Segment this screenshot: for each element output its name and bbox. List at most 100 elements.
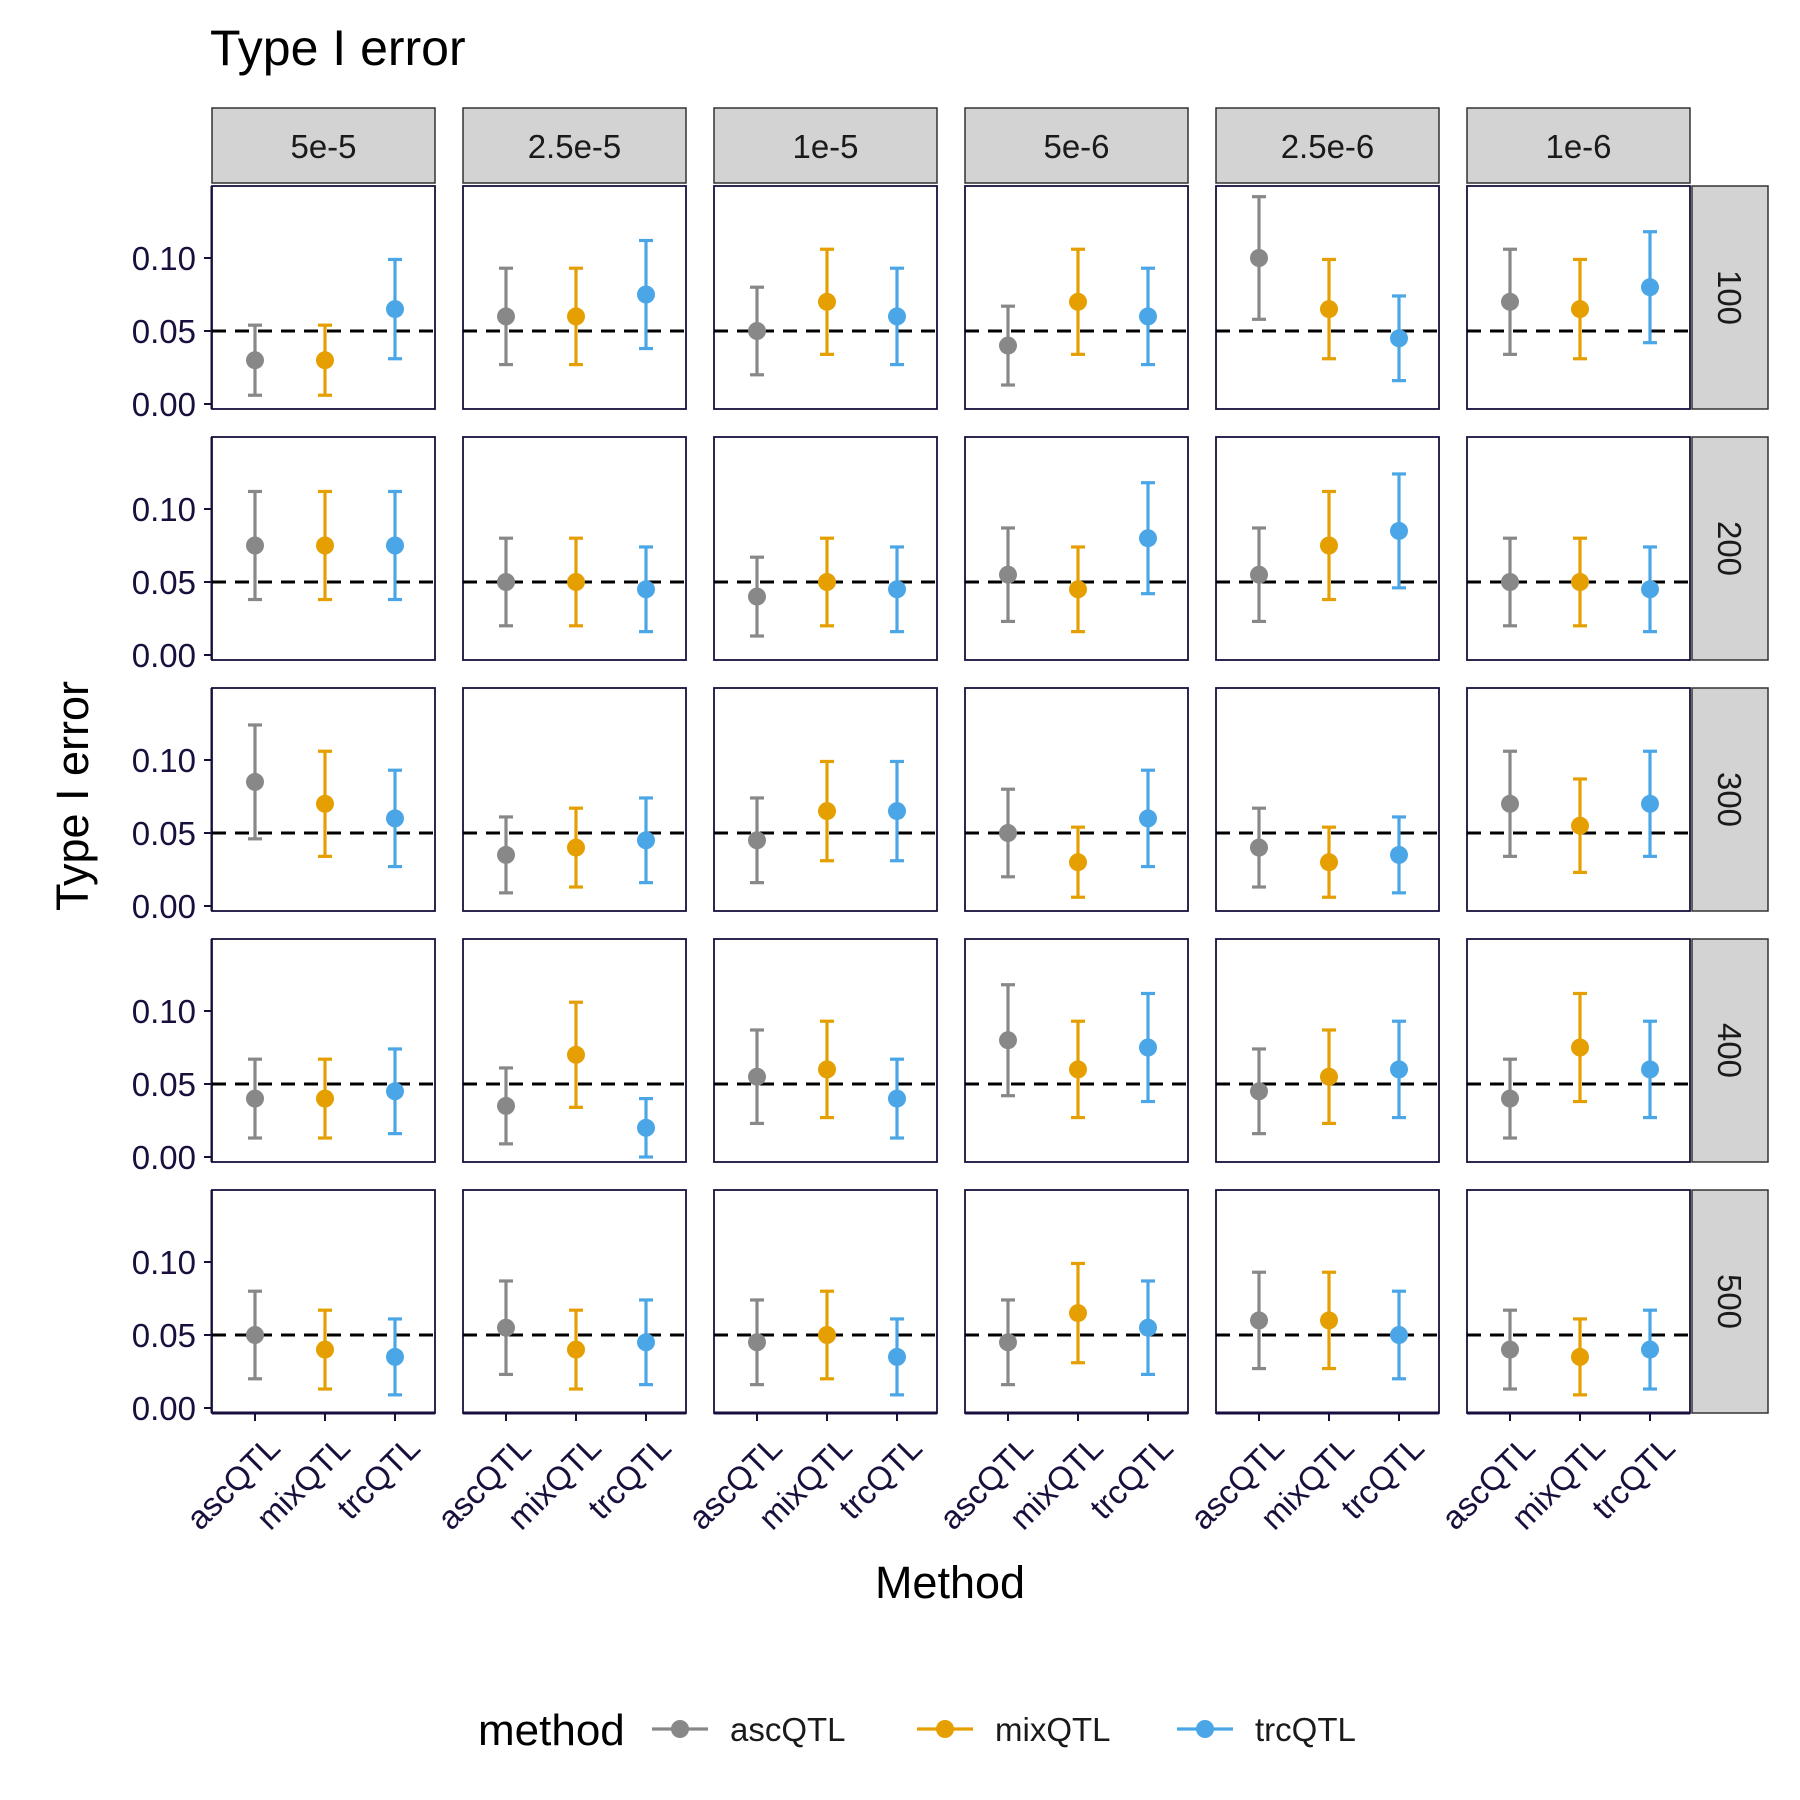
panel-2-1 xyxy=(462,687,687,912)
point-trcQTL xyxy=(637,285,655,304)
row-strip-label: 500 xyxy=(1711,1274,1748,1329)
panel-3-3 xyxy=(964,938,1189,1163)
point-mixQTL xyxy=(567,307,585,326)
point-mixQTL xyxy=(567,573,585,591)
row-strip-label: 400 xyxy=(1711,1023,1748,1078)
legend-key-point xyxy=(936,1720,954,1738)
point-trcQTL xyxy=(1139,1038,1157,1057)
point-ascQTL xyxy=(1501,1089,1519,1108)
panel-0-0 xyxy=(211,185,436,410)
col-strip-label: 5e-5 xyxy=(290,128,356,165)
point-ascQTL xyxy=(246,351,264,370)
legend-key-point xyxy=(1196,1720,1214,1738)
point-mixQTL xyxy=(1320,536,1338,555)
legend: method ascQTL mixQTL trcQTL xyxy=(478,1706,1356,1755)
point-mixQTL xyxy=(818,802,836,821)
point-ascQTL xyxy=(497,845,515,864)
panel-3-5 xyxy=(1466,938,1691,1163)
panel-4-2 xyxy=(713,1189,938,1414)
point-ascQTL xyxy=(246,1326,264,1344)
y-tick-label: 0.05 xyxy=(132,1066,196,1103)
point-ascQTL xyxy=(999,336,1017,355)
legend-label-ascQTL: ascQTL xyxy=(730,1711,846,1748)
panel-4-0 xyxy=(211,1189,436,1414)
point-mixQTL xyxy=(1320,1311,1338,1330)
panel-1-3 xyxy=(964,436,1189,661)
point-trcQTL xyxy=(888,1089,906,1108)
panel-0-3 xyxy=(964,185,1189,410)
point-mixQTL xyxy=(818,292,836,311)
point-ascQTL xyxy=(1501,794,1519,813)
point-mixQTL xyxy=(1069,292,1087,311)
point-trcQTL xyxy=(1139,529,1157,548)
point-trcQTL xyxy=(637,1118,655,1137)
point-trcQTL xyxy=(1139,1318,1157,1337)
panel-1-4 xyxy=(1215,436,1440,661)
legend-title: method xyxy=(478,1706,625,1755)
point-trcQTL xyxy=(1641,1060,1659,1079)
point-ascQTL xyxy=(748,831,766,850)
point-ascQTL xyxy=(999,1333,1017,1352)
point-ascQTL xyxy=(1250,838,1268,857)
point-mixQTL xyxy=(1069,580,1087,599)
y-tick-label: 0.00 xyxy=(132,386,196,423)
panel-2-4 xyxy=(1215,687,1440,912)
point-ascQTL xyxy=(748,1333,766,1352)
col-strip-1 xyxy=(462,107,687,184)
point-mixQTL xyxy=(316,351,334,370)
point-ascQTL xyxy=(1250,1311,1268,1330)
point-mixQTL xyxy=(1069,853,1087,872)
point-ascQTL xyxy=(1250,249,1268,267)
point-ascQTL xyxy=(246,772,264,791)
point-trcQTL xyxy=(1390,845,1408,864)
y-tick-label: 0.05 xyxy=(132,313,196,350)
point-ascQTL xyxy=(1501,292,1519,311)
point-mixQTL xyxy=(818,1060,836,1079)
point-mixQTL xyxy=(567,838,585,857)
y-tick-label: 0.00 xyxy=(132,1139,196,1176)
row-strip-2 xyxy=(1691,687,1769,912)
row-strip-label: 100 xyxy=(1711,270,1748,325)
y-tick-label: 0.05 xyxy=(132,815,196,852)
point-trcQTL xyxy=(1641,278,1659,297)
point-mixQTL xyxy=(1320,1067,1338,1086)
y-tick-label: 0.05 xyxy=(132,564,196,601)
point-ascQTL xyxy=(999,565,1017,584)
y-tick-label: 0.10 xyxy=(132,240,196,277)
panel-4-1 xyxy=(462,1189,687,1414)
point-ascQTL xyxy=(1250,1082,1268,1101)
panel-1-2 xyxy=(713,436,938,661)
col-strip-3 xyxy=(964,107,1189,184)
col-strip-4 xyxy=(1215,107,1440,184)
col-strip-label: 1e-6 xyxy=(1545,128,1611,165)
legend-label-mixQTL: mixQTL xyxy=(995,1711,1111,1748)
point-mixQTL xyxy=(316,1340,334,1359)
col-strip-5 xyxy=(1466,107,1691,184)
panel-1-5 xyxy=(1466,436,1691,661)
col-strip-2 xyxy=(713,107,938,184)
point-trcQTL xyxy=(637,831,655,850)
y-tick-label: 0.10 xyxy=(132,993,196,1030)
point-mixQTL xyxy=(1069,1304,1087,1323)
row-strip-label: 200 xyxy=(1711,521,1748,576)
x-axis-label: Method xyxy=(875,1557,1025,1608)
point-mixQTL xyxy=(1571,1038,1589,1057)
panel-1-1 xyxy=(462,436,687,661)
point-ascQTL xyxy=(999,1031,1017,1050)
y-tick-label: 0.10 xyxy=(132,1244,196,1281)
legend-key-point xyxy=(671,1720,689,1738)
point-trcQTL xyxy=(637,580,655,599)
point-trcQTL xyxy=(1390,1326,1408,1344)
point-ascQTL xyxy=(497,573,515,591)
point-trcQTL xyxy=(888,307,906,326)
point-ascQTL xyxy=(497,1096,515,1115)
point-trcQTL xyxy=(386,300,404,319)
point-mixQTL xyxy=(818,1326,836,1344)
point-mixQTL xyxy=(316,1089,334,1108)
point-mixQTL xyxy=(818,573,836,591)
point-mixQTL xyxy=(567,1340,585,1359)
panel-3-4 xyxy=(1215,938,1440,1163)
row-strip-label: 300 xyxy=(1711,772,1748,827)
y-axis-label: Type I error xyxy=(47,681,98,911)
panel-4-3 xyxy=(964,1189,1189,1414)
